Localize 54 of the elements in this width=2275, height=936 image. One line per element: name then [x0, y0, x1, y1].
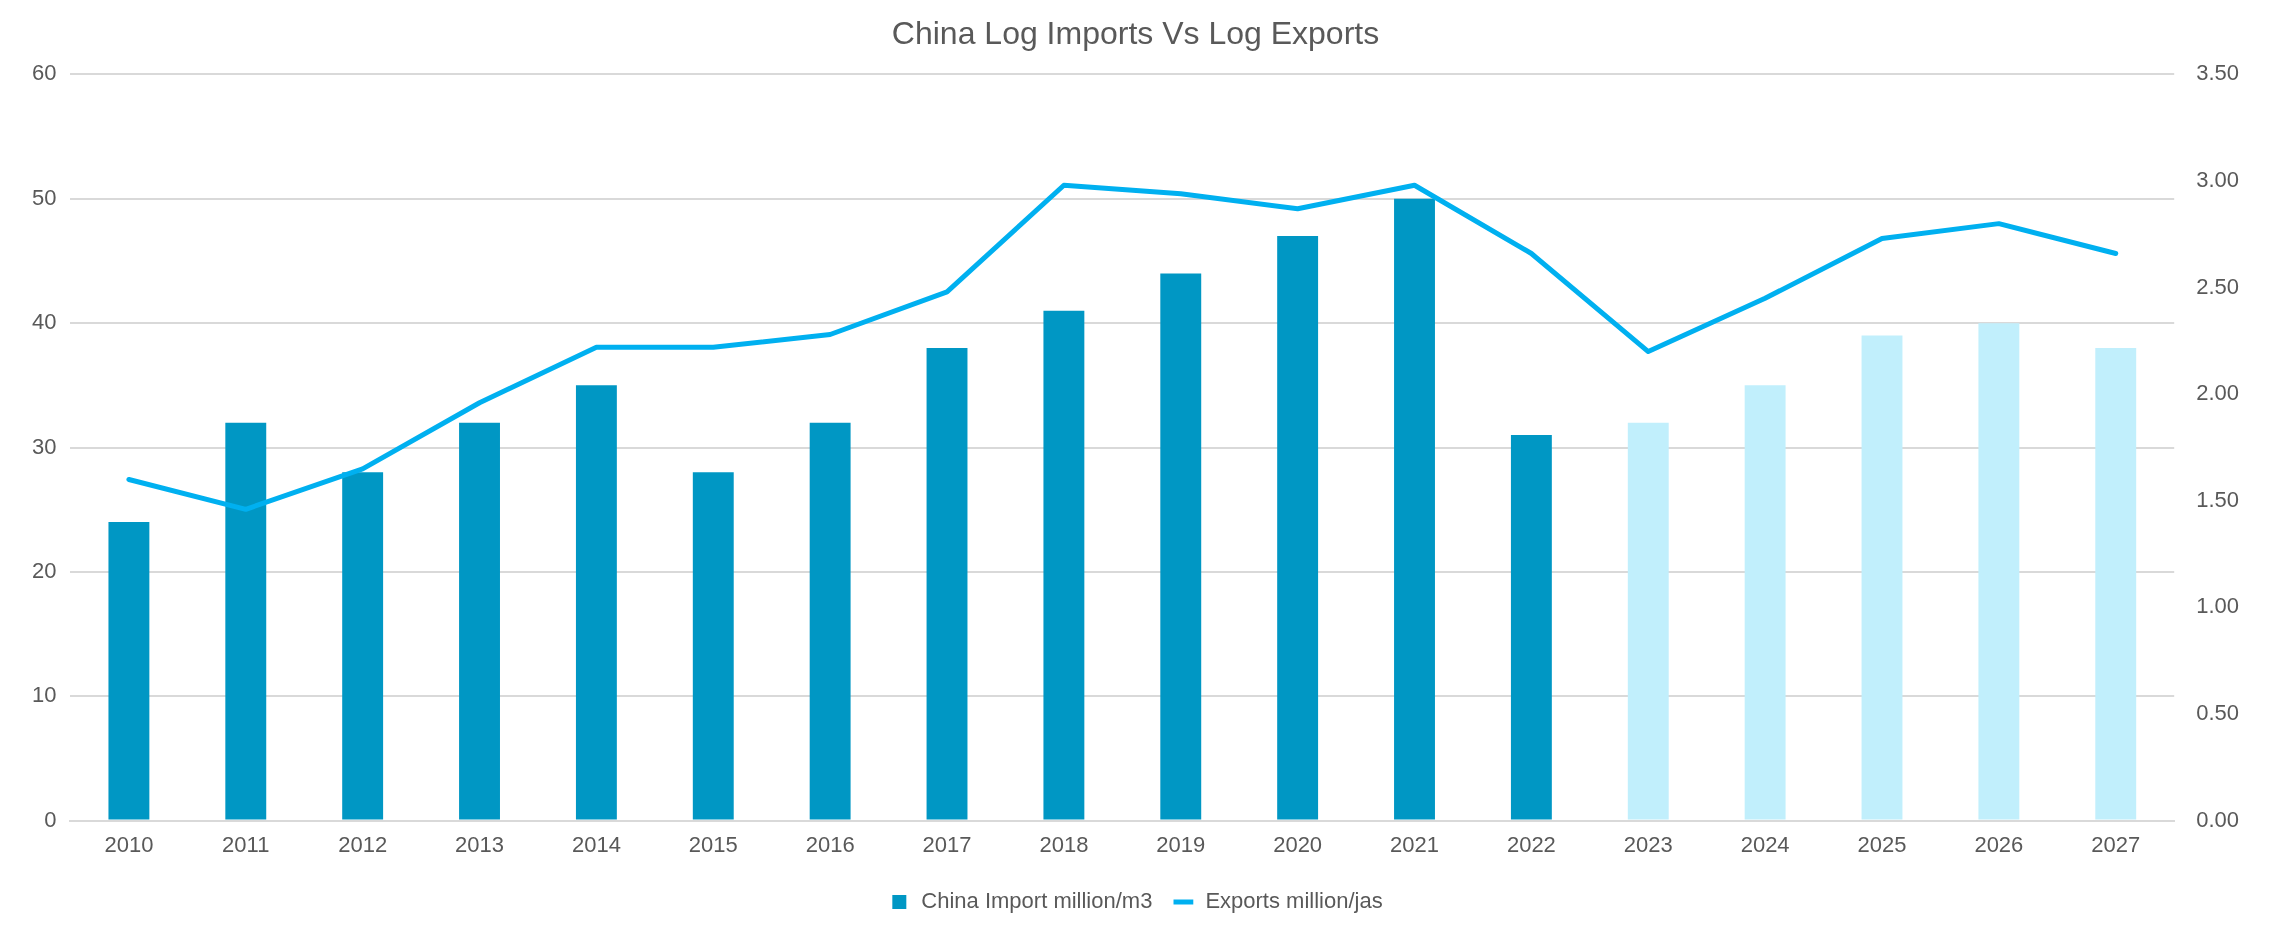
bar — [1627, 422, 1669, 820]
bar — [342, 472, 384, 820]
bar — [1861, 335, 1903, 820]
bar — [459, 422, 500, 820]
x-tick-label: 2021 — [1390, 831, 1439, 857]
x-tick-label: 2025 — [1857, 831, 1907, 857]
x-tick-label: 2012 — [338, 831, 388, 857]
y-tick-label: 40 — [31, 309, 57, 335]
y2-tick-label: 2.00 — [2196, 380, 2240, 406]
x-tick-label: 2022 — [1506, 831, 1556, 857]
x-tick-label: 2018 — [1039, 831, 1089, 857]
bar — [108, 522, 150, 820]
y2-tick-label: 0.50 — [2196, 700, 2240, 726]
bar — [926, 348, 968, 820]
bar — [1510, 435, 1552, 820]
x-tick-label: 2026 — [1974, 831, 2024, 857]
bar — [1043, 310, 1085, 820]
bar — [692, 472, 734, 820]
x-tick-label: 2015 — [688, 831, 738, 857]
bar — [575, 385, 617, 820]
y2-tick-label: 2.50 — [2196, 273, 2240, 299]
y2-tick-label: 3.50 — [2196, 60, 2240, 86]
x-tick-label: 2011 — [222, 831, 270, 857]
bar — [2095, 348, 2137, 820]
legend-label: China Import million/m3 — [921, 888, 1153, 914]
bar — [1394, 198, 1435, 820]
chart-title: China Log Imports Vs Log Exports — [891, 15, 1380, 52]
x-tick-label: 2023 — [1623, 831, 1673, 857]
x-tick-label: 2010 — [104, 831, 154, 857]
bar — [809, 422, 851, 820]
bar — [1744, 385, 1786, 820]
bar — [1277, 236, 1319, 820]
x-tick-label: 2020 — [1273, 831, 1323, 857]
y-tick-label: 50 — [31, 184, 57, 210]
y2-tick-label: 0.00 — [2196, 806, 2240, 832]
bar — [225, 422, 267, 820]
legend-label: Exports million/jas — [1205, 888, 1383, 914]
y2-tick-label: 1.00 — [2196, 593, 2240, 619]
x-tick-label: 2027 — [2091, 831, 2141, 857]
y-tick-label: 60 — [31, 60, 57, 86]
x-tick-label: 2013 — [455, 831, 504, 857]
x-tick-label: 2016 — [805, 831, 855, 857]
y-tick-label: 20 — [31, 557, 57, 583]
x-tick-label: 2024 — [1740, 831, 1790, 857]
y-tick-label: 0 — [44, 806, 57, 832]
x-tick-label: 2019 — [1156, 831, 1206, 857]
y-tick-label: 10 — [31, 682, 57, 708]
y2-tick-label: 3.00 — [2196, 167, 2240, 193]
bar — [1978, 323, 2020, 820]
bar — [1160, 273, 1202, 820]
x-tick-label: 2017 — [922, 831, 972, 857]
y2-tick-label: 1.50 — [2196, 486, 2240, 512]
x-tick-label: 2014 — [571, 831, 621, 857]
y-tick-label: 30 — [31, 433, 57, 459]
